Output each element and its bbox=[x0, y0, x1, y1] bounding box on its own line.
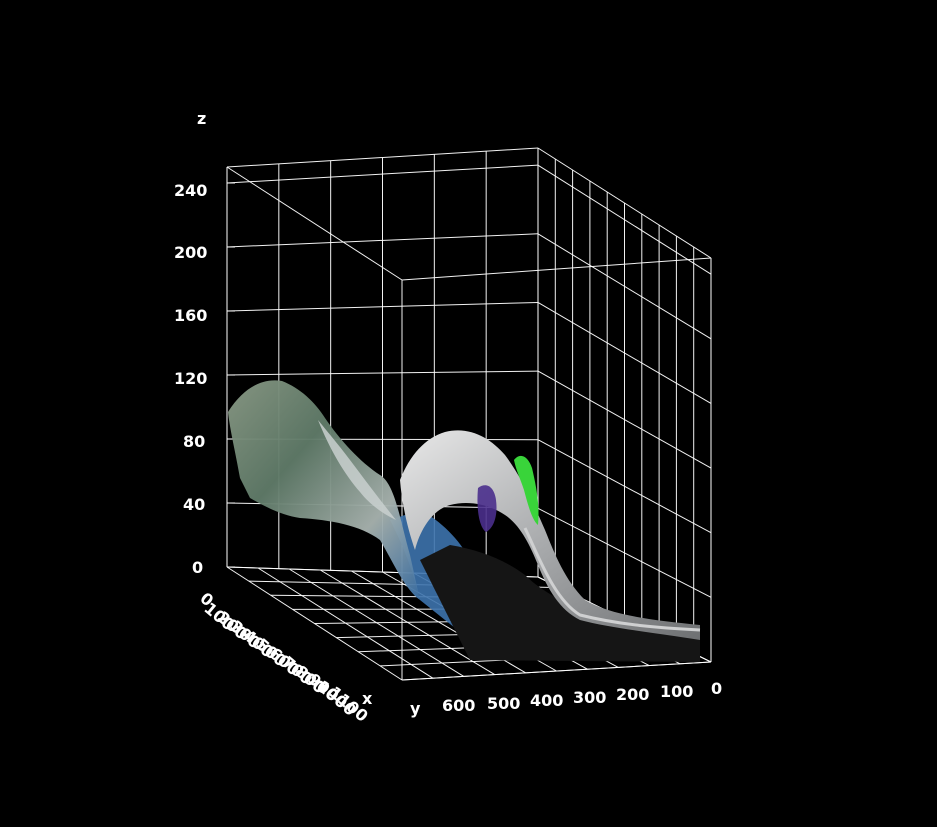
y-axis-label: y bbox=[410, 699, 421, 718]
y-tick-label: 500 bbox=[487, 694, 520, 713]
surface-ridge-line bbox=[523, 527, 701, 632]
x-axis-label: x bbox=[362, 689, 373, 708]
grid-line bbox=[401, 257, 712, 281]
y-tick-label: 300 bbox=[573, 688, 606, 707]
grid-line bbox=[288, 568, 465, 677]
grid-line bbox=[226, 301, 539, 312]
z-axis: z 0 40 80 120 160 200 240 bbox=[174, 109, 207, 577]
z-tick-label: 200 bbox=[174, 243, 207, 262]
z-tick-label: 80 bbox=[183, 432, 205, 451]
z-tick-label: 240 bbox=[174, 181, 207, 200]
grid-line bbox=[226, 166, 403, 281]
grid-line bbox=[226, 566, 403, 681]
grid-line bbox=[537, 147, 712, 259]
grid-line bbox=[226, 164, 539, 184]
grid-line bbox=[537, 164, 712, 275]
z-tick-label: 0 bbox=[192, 558, 203, 577]
surface-terrain-fold bbox=[318, 420, 396, 520]
grid-line bbox=[537, 302, 712, 404]
surface-silver-peak bbox=[400, 430, 700, 640]
z-tick-label: 40 bbox=[183, 495, 205, 514]
surface-mesh bbox=[228, 380, 701, 662]
y-axis: y 600 500 400 300 200 100 0 bbox=[410, 679, 722, 718]
grid-line bbox=[226, 233, 539, 248]
y-tick-label: 600 bbox=[442, 696, 475, 715]
grid-line bbox=[320, 569, 495, 676]
z-tick-label: 120 bbox=[174, 369, 207, 388]
grid-line bbox=[537, 507, 712, 598]
y-tick-label: 200 bbox=[616, 685, 649, 704]
grid-line bbox=[537, 370, 712, 469]
surface-green-crest bbox=[514, 455, 539, 525]
grid-line bbox=[537, 233, 712, 340]
y-tick-label: 400 bbox=[530, 691, 563, 710]
z-tick-label: 160 bbox=[174, 306, 207, 325]
grid-line bbox=[401, 661, 712, 681]
surface-violet-patch bbox=[477, 485, 497, 532]
grid-line bbox=[537, 439, 712, 534]
grid-line bbox=[226, 147, 539, 168]
y-tick-label: 100 bbox=[660, 682, 693, 701]
z-axis-label: z bbox=[197, 109, 206, 128]
grid-line bbox=[226, 370, 539, 376]
grid-line bbox=[257, 567, 434, 679]
y-tick-label: 0 bbox=[711, 679, 722, 698]
surface-terrain-region bbox=[228, 380, 420, 600]
